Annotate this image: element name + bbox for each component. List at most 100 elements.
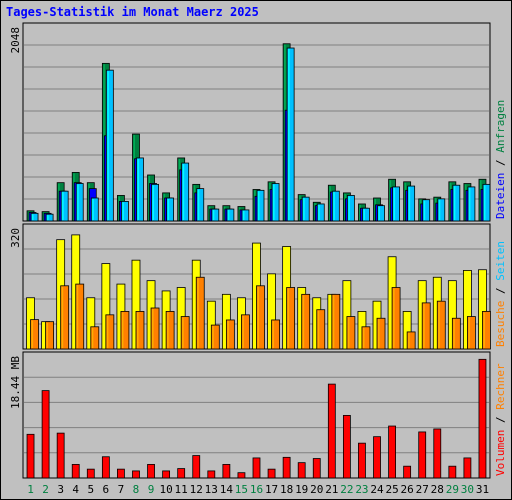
bar-highlight: [332, 295, 335, 348]
bar-highlight: [468, 317, 470, 348]
bar-visits-seiten-day-11: [180, 316, 190, 350]
bar-volume-volumen-day-22: [342, 415, 351, 479]
bar-hits-seiten-day-20: [316, 203, 325, 222]
bar-highlight: [242, 315, 244, 348]
bar-volume-volumen-day-12: [192, 455, 201, 479]
bar-volume-volumen-day-8: [132, 470, 140, 479]
x-tick-label-day-29: 29: [446, 483, 459, 496]
bar-highlight: [258, 191, 260, 220]
bar-volume-volumen-day-23: [358, 442, 366, 479]
bar-highlight: [449, 281, 451, 348]
bar-highlight: [419, 281, 421, 348]
bar-visits-seiten-day-29: [451, 317, 461, 350]
panel-legend: Volumen / Rechner: [494, 363, 507, 476]
bar-highlight: [468, 187, 471, 220]
bar-highlight: [317, 310, 320, 348]
bar-hits-seiten-day-30: [467, 186, 476, 222]
x-tick-label-day-24: 24: [370, 483, 384, 496]
bar-volume-volumen-day-7: [117, 468, 125, 479]
bar-hits-seiten-day-5: [90, 197, 99, 222]
x-tick-label-day-22: 22: [340, 483, 353, 496]
bar-visits-seiten-day-3: [60, 285, 70, 350]
bar-highlight: [362, 327, 365, 348]
bar-hits-seiten-day-31: [482, 183, 491, 222]
bar-visits-seiten-day-5: [90, 326, 100, 350]
bar-visits-seiten-day-16: [256, 285, 265, 350]
bar-volume-volumen-day-18: [282, 456, 291, 479]
bar-visits-seiten-day-24: [376, 317, 386, 350]
bar-highlight: [408, 187, 411, 220]
bar-visits-seiten-day-13: [210, 324, 220, 350]
bar-highlight: [73, 465, 75, 477]
x-tick-label-day-8: 8: [133, 483, 140, 496]
x-tick-label-day-31: 31: [476, 483, 489, 496]
bar-volume-volumen-day-11: [177, 468, 186, 479]
panel-hits-ylabel: 2048: [9, 27, 22, 54]
legend-besuche: Besuche: [494, 301, 507, 347]
bar-highlight: [152, 309, 154, 348]
x-tick-label-day-4: 4: [72, 483, 79, 496]
bar-hits-seiten-day-2: [45, 213, 54, 222]
bar-highlight: [87, 298, 90, 348]
bar-volume-volumen-day-21: [327, 383, 336, 479]
bar-highlight: [404, 467, 407, 477]
x-tick-label-day-30: 30: [461, 483, 474, 496]
bar-highlight: [223, 295, 225, 348]
bar-highlight: [374, 437, 377, 477]
bar-visits-seiten-day-27: [421, 302, 431, 350]
bar-highlight: [268, 274, 271, 348]
bar-hits-seiten-day-25: [392, 186, 400, 222]
bar-highlight: [62, 192, 64, 220]
bar-volume-volumen-day-1: [26, 433, 35, 479]
bar-highlight: [479, 270, 481, 348]
bar-visits-seiten-day-30: [467, 316, 476, 350]
bar-visits-seiten-day-1: [30, 319, 39, 350]
bar-hits-seiten-day-3: [60, 190, 69, 222]
bar-highlight: [328, 295, 331, 348]
bar-highlight: [358, 312, 361, 348]
x-tick-label-day-27: 27: [416, 483, 429, 496]
bar-highlight: [348, 196, 350, 220]
bar-volume-volumen-day-9: [147, 464, 155, 479]
bar-highlight: [227, 210, 230, 220]
x-tick-label-day-13: 13: [205, 483, 218, 496]
bar-visits-seiten-day-12: [195, 276, 205, 350]
bar-highlight: [46, 322, 49, 348]
bar-highlight: [483, 185, 486, 220]
bar-highlight: [197, 278, 199, 348]
bar-highlight: [299, 463, 301, 477]
bar-hits-seiten-day-21: [331, 190, 340, 222]
x-tick-label-day-1: 1: [27, 483, 34, 496]
bar-visits-seiten-day-23: [361, 326, 371, 350]
bar-volume-volumen-day-3: [56, 432, 65, 479]
bar-visits-seiten-day-2: [45, 321, 54, 350]
bar-highlight: [254, 458, 256, 477]
bar-highlight: [393, 288, 395, 348]
bar-volume-volumen-day-16: [252, 457, 261, 479]
bar-volume-volumen-day-10: [162, 470, 171, 479]
bar-highlight: [223, 465, 226, 477]
bar-highlight: [389, 427, 392, 477]
legend-dateien: Dateien: [494, 173, 507, 219]
bar-visits-seiten-day-8: [135, 311, 145, 350]
bar-hits-seiten-day-15: [241, 209, 250, 222]
bar-hits-seiten-day-13: [211, 208, 220, 222]
bar-highlight: [453, 186, 456, 220]
x-tick-label-day-15: 15: [235, 483, 248, 496]
bar-hits-seiten-day-22: [346, 195, 355, 222]
bar-highlight: [269, 470, 271, 477]
bar-highlight: [148, 281, 150, 348]
bar-highlight: [106, 315, 109, 348]
bar-highlight: [152, 185, 155, 220]
bar-highlight: [303, 198, 305, 220]
bar-highlight: [238, 298, 240, 348]
bar-highlight: [287, 288, 290, 348]
x-tick-label-day-9: 9: [148, 483, 155, 496]
bar-visits-seiten-day-26: [406, 331, 416, 350]
bar-highlight: [31, 320, 34, 348]
bar-highlight: [178, 288, 180, 348]
bar-highlight: [28, 435, 30, 477]
bar-volume-volumen-day-15: [237, 472, 246, 479]
bar-volume-volumen-day-27: [418, 431, 427, 479]
